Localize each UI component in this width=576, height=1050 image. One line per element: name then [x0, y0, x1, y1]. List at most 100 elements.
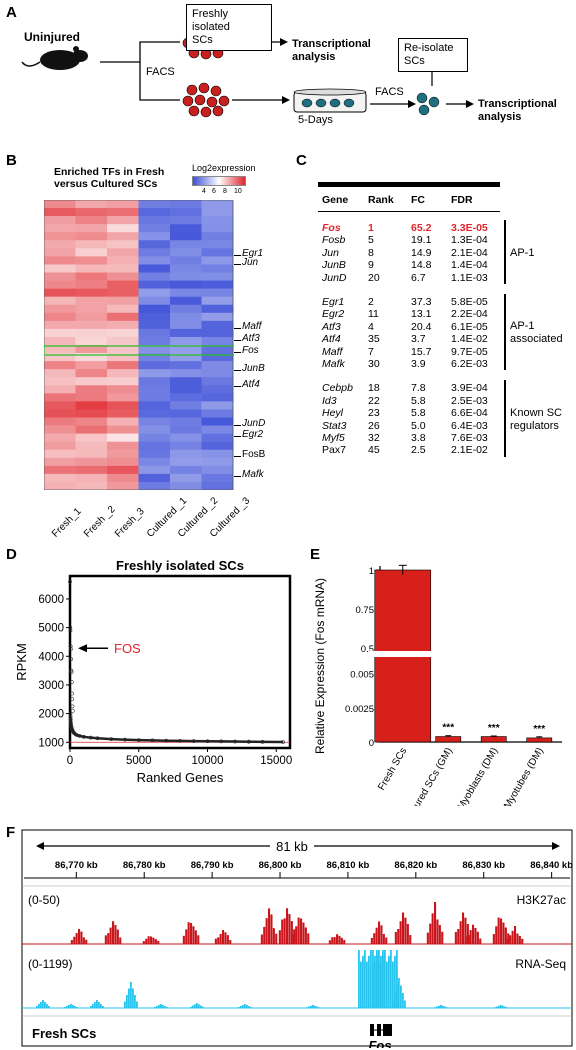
h3k27ac-signal-bar — [495, 926, 498, 944]
ruler-tick-label: 86,780 kb — [123, 860, 166, 871]
heatmap-cell — [201, 200, 234, 209]
h3k27ac-signal-bar — [506, 939, 509, 944]
h3k27ac-signal-bar — [281, 919, 284, 944]
h3k27ac-signal-bar — [479, 938, 482, 944]
heatmap-cell — [75, 433, 108, 442]
rnaseq-signal-bar — [134, 995, 136, 1008]
cell-cluster-bottom — [182, 82, 230, 118]
heatmap-cell — [201, 248, 234, 257]
rnaseq-signal-bar — [130, 982, 132, 1008]
rnaseq-signal-bar — [162, 1005, 164, 1008]
heatmap-cell — [107, 312, 139, 322]
heatmap-cell — [170, 208, 202, 217]
x-tick-label: Fresh SCs — [376, 746, 409, 792]
table-cell-fdr: 2.1E-02 — [451, 444, 488, 457]
h3k27ac-signal-bar — [295, 926, 298, 944]
panel-letter-c: C — [296, 152, 307, 169]
heatmap-cell — [107, 256, 139, 265]
heatmap-gene-label: Fos — [242, 345, 259, 356]
heatmap-cell — [170, 481, 202, 490]
rnaseq-signal-bar — [64, 1007, 66, 1008]
h3k27ac-signal-bar — [394, 932, 397, 944]
gene-exon — [383, 1024, 392, 1036]
rnaseq-signal-bar — [72, 1005, 74, 1008]
rnaseq-signal-bar — [440, 1005, 442, 1008]
heatmap-gene-label: Egr2 — [242, 429, 264, 440]
heatmap-cell — [201, 393, 234, 402]
rnaseq-signal-bar — [380, 961, 382, 1008]
analysis-label-2: Transcriptional analysis — [478, 98, 557, 124]
table-cell-fdr: 2.1E-04 — [451, 246, 488, 259]
track-name-label: H3K27ac — [517, 893, 566, 907]
rnaseq-signal-bar — [314, 1005, 316, 1008]
heatmap-cell — [75, 336, 108, 346]
heatmap-cell — [75, 377, 108, 386]
rnaseq-signal-bar — [66, 1006, 68, 1008]
heatmap-cell — [170, 304, 202, 314]
heatmap-cell — [44, 361, 76, 370]
rnaseq-signal-bar — [364, 950, 366, 1008]
rnaseq-signal-bar — [164, 1006, 166, 1008]
rnaseq-signal-bar — [500, 1005, 502, 1008]
heatmap-cell — [44, 457, 76, 467]
table-cell-rank: 11 — [368, 308, 379, 321]
heatmap-cell — [107, 240, 139, 249]
table-cell-rank: 2 — [368, 296, 374, 308]
rnaseq-signal-bar — [394, 993, 396, 1008]
y-tick-label: 6000 — [38, 594, 64, 606]
rnaseq-signal-bar — [160, 1004, 162, 1008]
heatmap-cell — [138, 377, 171, 386]
heatmap-gene-label: JunD — [242, 418, 266, 429]
group-label: AP-1 — [510, 247, 534, 260]
heatmap-cell — [75, 425, 108, 434]
heatmap-cell — [170, 280, 202, 289]
heatmap-cell — [138, 465, 171, 475]
heatmap-cell — [201, 417, 234, 426]
h3k27ac-signal-bar — [283, 918, 286, 944]
heatmap-cell — [75, 240, 108, 249]
heatmap-cell — [201, 385, 234, 394]
h3k27ac-signal-bar — [511, 930, 514, 944]
colorbar-tick: 10 — [234, 188, 242, 195]
table-cell-gene: Pax7 — [322, 444, 346, 457]
heatmap-cell — [75, 345, 108, 354]
rnaseq-signal-bar — [38, 1004, 40, 1008]
table-cell-gene: Atf3 — [322, 320, 341, 333]
facs-label-1: FACS — [146, 66, 175, 78]
rnaseq-signal-bar — [436, 1006, 438, 1008]
h3k27ac-signal-bar — [197, 935, 200, 944]
heatmap-cell — [201, 473, 234, 483]
rnaseq-signal-bar — [392, 961, 394, 1008]
h3k27ac-signal-bar — [340, 937, 343, 944]
ruler-tick-label: 86,800 kb — [259, 860, 302, 871]
fresh-scs-box: Freshly isolated SCs — [186, 4, 272, 51]
gene-exon — [370, 1024, 374, 1036]
h3k27ac-signal-bar — [373, 933, 376, 944]
y-tick-label: 0 — [369, 738, 374, 749]
heatmap-cell — [170, 361, 202, 370]
label-tick — [234, 370, 241, 371]
heatmap-cell — [170, 328, 202, 338]
data-point — [69, 670, 74, 674]
heatmap-cell — [75, 465, 108, 475]
table-cell-fc: 3.7 — [411, 333, 426, 346]
h3k27ac-signal-bar — [502, 922, 505, 944]
h3k27ac-signal-bar — [154, 939, 157, 944]
h3k27ac-signal-bar — [492, 934, 495, 944]
h3k27ac-signal-bar — [260, 934, 263, 944]
heatmap-cell — [170, 473, 202, 483]
h3k27ac-signal-bar — [441, 931, 444, 944]
table-cell-fdr: 1.1E-03 — [451, 271, 488, 284]
rnaseq-signal-bar — [312, 1005, 314, 1008]
h3k27ac-signal-bar — [375, 927, 378, 944]
heatmap-cell — [107, 417, 139, 426]
h3k27ac-signal-bar — [263, 926, 266, 944]
label-tick — [234, 476, 241, 477]
rnaseq-signal-bar — [374, 961, 376, 1008]
table-cell-fdr: 2.5E-03 — [451, 394, 488, 407]
h3k27ac-signal-bar — [145, 938, 148, 944]
h3k27ac-signal-bar — [504, 927, 507, 944]
heatmap-cell — [44, 425, 76, 434]
h3k27ac-signal-bar — [509, 935, 512, 944]
heatmap-cell — [201, 481, 234, 490]
